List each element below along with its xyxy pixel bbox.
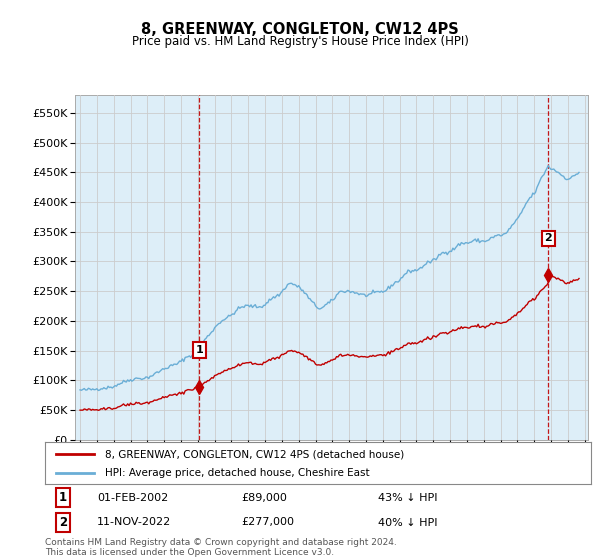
Text: Contains HM Land Registry data © Crown copyright and database right 2024.: Contains HM Land Registry data © Crown c…: [45, 538, 397, 547]
Text: 1: 1: [196, 345, 203, 355]
Text: 11-NOV-2022: 11-NOV-2022: [97, 517, 171, 528]
Text: £277,000: £277,000: [242, 517, 295, 528]
Text: 8, GREENWAY, CONGLETON, CW12 4PS: 8, GREENWAY, CONGLETON, CW12 4PS: [141, 22, 459, 38]
Text: 8, GREENWAY, CONGLETON, CW12 4PS (detached house): 8, GREENWAY, CONGLETON, CW12 4PS (detach…: [105, 449, 404, 459]
Text: 1: 1: [59, 491, 67, 505]
Text: 2: 2: [544, 234, 552, 243]
Text: This data is licensed under the Open Government Licence v3.0.: This data is licensed under the Open Gov…: [45, 548, 334, 557]
Text: 01-FEB-2002: 01-FEB-2002: [97, 493, 168, 503]
Text: HPI: Average price, detached house, Cheshire East: HPI: Average price, detached house, Ches…: [105, 468, 370, 478]
Text: £89,000: £89,000: [242, 493, 287, 503]
Text: 40% ↓ HPI: 40% ↓ HPI: [378, 517, 437, 528]
Text: 2: 2: [59, 516, 67, 529]
Text: 43% ↓ HPI: 43% ↓ HPI: [378, 493, 437, 503]
Text: Price paid vs. HM Land Registry's House Price Index (HPI): Price paid vs. HM Land Registry's House …: [131, 35, 469, 48]
